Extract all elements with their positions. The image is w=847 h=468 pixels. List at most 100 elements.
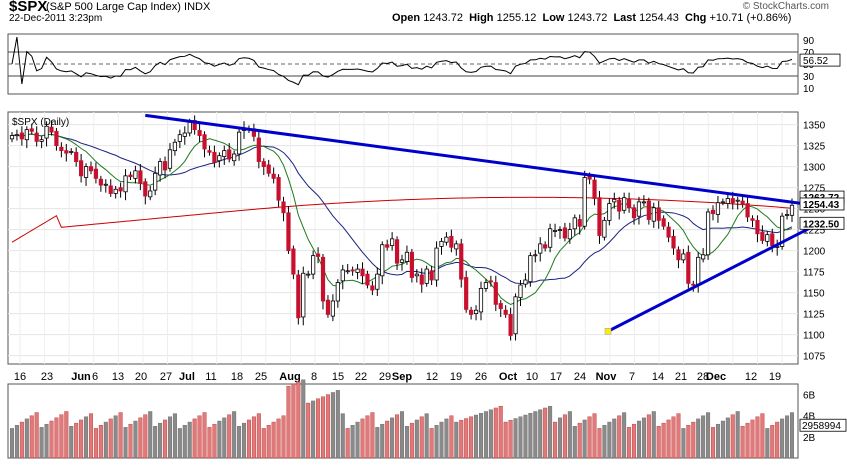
- candle-body-up: [552, 230, 558, 232]
- candle-body-down: [315, 253, 321, 257]
- volume-bar-up: [380, 423, 385, 459]
- candle-body-up: [705, 211, 711, 256]
- x-tick-label: 14: [652, 371, 664, 383]
- volume-bar-up: [725, 417, 730, 459]
- candle: [182, 126, 187, 145]
- rsi-tick-label: 30: [803, 72, 815, 83]
- candle: [301, 266, 306, 326]
- volume-bar-up: [567, 411, 572, 459]
- volume-bar-up: [148, 411, 153, 459]
- volume-bar-down: [207, 427, 212, 459]
- candle-body-up: [715, 202, 721, 215]
- last-price-label: 1254.43: [803, 200, 840, 211]
- candle-body-up: [454, 243, 459, 250]
- volume-bar-down: [671, 416, 676, 459]
- candle: [158, 158, 163, 182]
- volume-bar-up: [177, 428, 182, 459]
- volume-bar-up: [237, 426, 242, 459]
- candle-body-up: [133, 170, 138, 179]
- candle: [59, 142, 64, 158]
- candle-body-up: [681, 253, 686, 261]
- x-tick-label: 26: [475, 371, 487, 383]
- volume-bar-up: [548, 406, 553, 459]
- x-tick-label: 8: [311, 371, 317, 383]
- x-tick-label: 12: [426, 371, 438, 383]
- candle: [562, 222, 568, 242]
- volume-bar-down: [266, 425, 271, 459]
- x-tick-label: Oct: [499, 371, 518, 383]
- candle-body-up: [784, 214, 790, 216]
- candle-body-down: [498, 303, 503, 309]
- candle: [750, 215, 755, 228]
- candle-body-up: [765, 234, 770, 242]
- candle-body-up: [434, 247, 439, 281]
- candle-body-down: [429, 270, 434, 281]
- candle-body-down: [750, 218, 755, 221]
- candle-body-down: [79, 160, 84, 177]
- candle-body-up: [641, 201, 646, 204]
- candle-body-up: [335, 282, 340, 302]
- price-tick-label: 1100: [803, 331, 825, 342]
- candle: [483, 279, 489, 292]
- trendline-support: [607, 224, 816, 333]
- candle-body-down: [202, 134, 207, 150]
- candle: [19, 126, 24, 146]
- volume-bar-up: [715, 423, 720, 459]
- candle: [365, 270, 370, 289]
- candle-body-up: [607, 203, 612, 221]
- candle: [755, 215, 760, 243]
- volume-bar-up: [311, 400, 316, 459]
- volume-bar-up: [158, 422, 163, 459]
- volume-bar-down: [59, 414, 64, 459]
- candle: [607, 198, 612, 226]
- candle-body-up: [167, 149, 173, 169]
- volume-bar-up: [301, 379, 306, 459]
- candle: [380, 241, 385, 285]
- candle-body-down: [271, 173, 276, 179]
- volume-bar-down: [730, 414, 735, 459]
- candle-body-down: [760, 231, 765, 241]
- x-tick-label: 13: [112, 371, 124, 383]
- candle-body-down: [577, 219, 582, 227]
- x-tick-label: 15: [332, 371, 344, 383]
- candle: [375, 267, 380, 296]
- volume-bar-up: [355, 421, 360, 459]
- candle: [444, 232, 449, 246]
- candle-body-down: [54, 130, 59, 147]
- volume-bar-up: [557, 417, 562, 459]
- candle: [232, 150, 237, 166]
- volume-bar-down: [276, 418, 281, 459]
- candle-body-down: [320, 256, 326, 302]
- candle-body-up: [557, 229, 563, 232]
- candle: [79, 154, 84, 183]
- candle-body-down: [469, 309, 474, 315]
- volume-bar-down: [498, 406, 503, 459]
- candle: [266, 159, 271, 177]
- volume-bar-up: [523, 414, 528, 459]
- candle: [760, 225, 765, 244]
- candle: [98, 175, 103, 192]
- candle-body-up: [14, 134, 20, 137]
- candle: [148, 185, 153, 201]
- candle-body-down: [503, 309, 508, 315]
- x-tick-label: Jul: [179, 371, 195, 383]
- volume-bar-down: [296, 381, 301, 459]
- x-tick-label: 10: [526, 371, 538, 383]
- candle-body-up: [311, 255, 316, 275]
- candle: [360, 262, 365, 285]
- volume-bar-up: [696, 418, 701, 459]
- candle: [701, 248, 706, 263]
- volume-bar-up: [434, 425, 439, 459]
- candle: [385, 239, 390, 251]
- candle: [29, 123, 34, 135]
- candle: [74, 147, 79, 167]
- volume-bar-up: [612, 418, 617, 459]
- volume-bar-down: [745, 422, 750, 459]
- candle-body-down: [197, 130, 202, 136]
- candle-body-down: [626, 198, 632, 209]
- volume-bar-up: [44, 423, 49, 459]
- candle: [44, 121, 49, 147]
- volume-bar-down: [291, 383, 296, 459]
- candle-body-up: [612, 198, 617, 203]
